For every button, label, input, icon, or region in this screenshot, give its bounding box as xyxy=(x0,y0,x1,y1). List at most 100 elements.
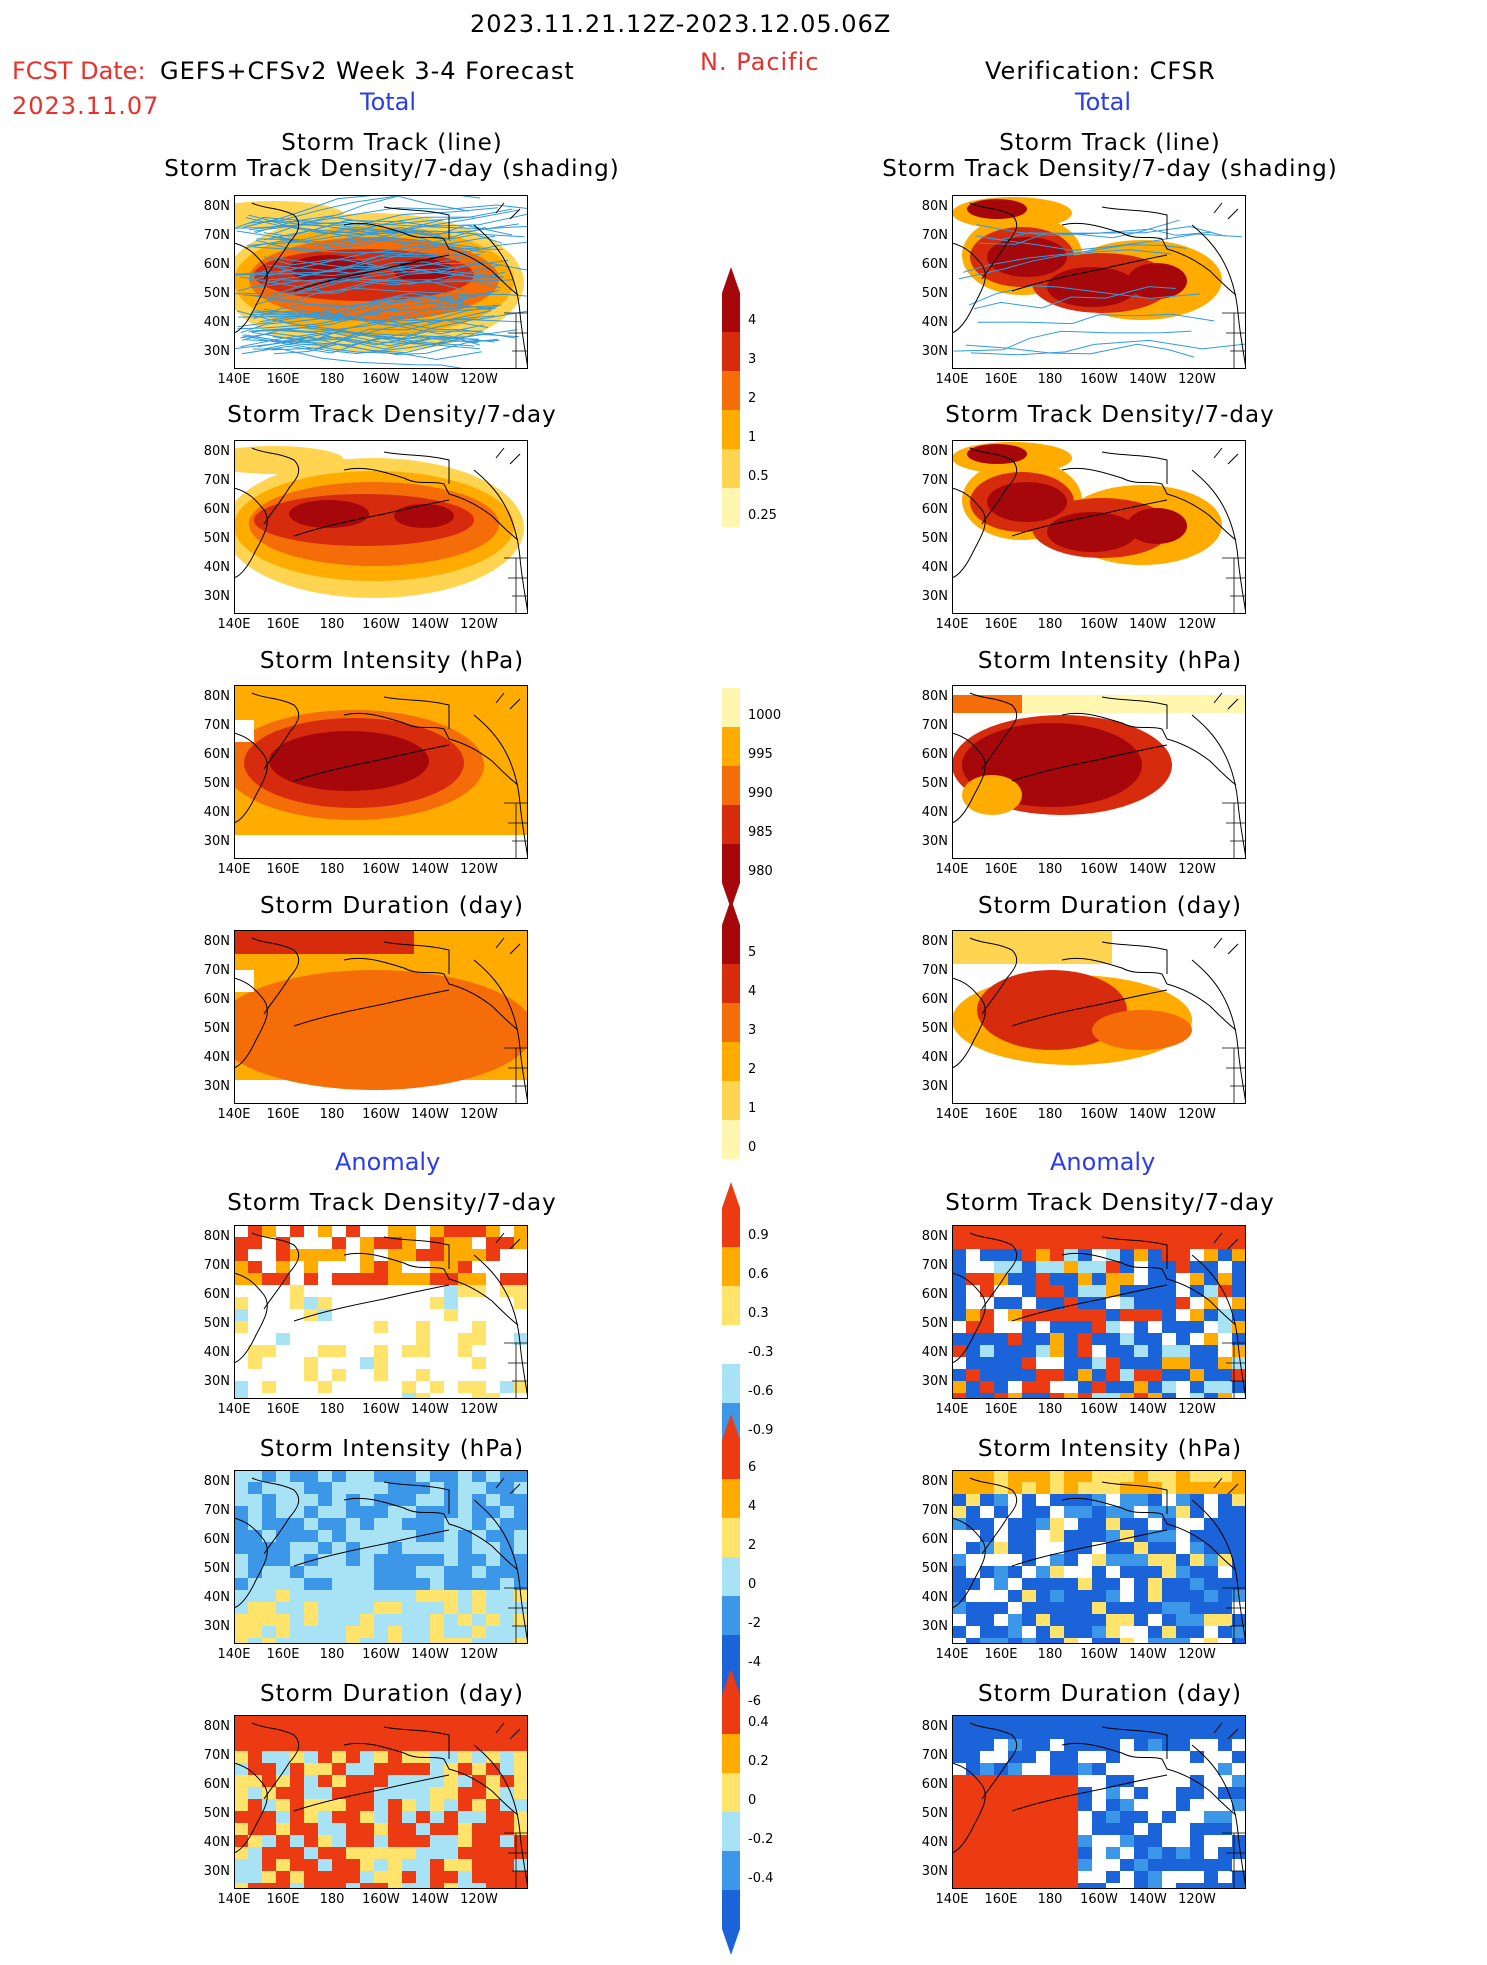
lat-tick-label: 70N xyxy=(203,228,230,243)
lat-tick-label: 60N xyxy=(203,1287,230,1302)
lat-tick-label: 50N xyxy=(921,1316,948,1331)
lon-tick-label: 140E xyxy=(935,862,969,877)
lon-tick-label: 120W xyxy=(1178,1107,1216,1122)
intensity-colorbar-label: 985 xyxy=(748,825,773,840)
lat-tick-label: 80N xyxy=(921,199,948,214)
lat-tick-label: 40N xyxy=(203,1345,230,1360)
lat-tick-label: 30N xyxy=(203,1374,230,1389)
lat-tick-label: 70N xyxy=(921,718,948,733)
lon-tick-label: 140E xyxy=(217,617,251,632)
lat-tick-label: 60N xyxy=(921,257,948,272)
lon-tick-label: 160W xyxy=(1080,1892,1118,1907)
lat-tick-label: 60N xyxy=(203,1777,230,1792)
lat-tick-label: 60N xyxy=(203,992,230,1007)
duration-colorbar-label: 5 xyxy=(748,945,757,960)
lon-tick-label: 120W xyxy=(460,1647,498,1662)
lon-tick-label: 140E xyxy=(217,1402,251,1417)
lat-tick-label: 60N xyxy=(203,502,230,517)
lon-tick-label: 160W xyxy=(362,1892,400,1907)
duration_anom-colorbar-label: 0.4 xyxy=(748,1715,769,1730)
fcst-date-label: FCST Date: xyxy=(12,57,146,85)
lat-tick-label: 80N xyxy=(203,444,230,459)
lon-tick-label: 120W xyxy=(1178,1647,1216,1662)
lat-tick-label: 40N xyxy=(921,1835,948,1850)
ver-anom-density-title: Storm Track Density/7-day xyxy=(945,1190,1275,1216)
lon-tick-label: 120W xyxy=(1178,372,1216,387)
density_anom-colorbar-label: -0.3 xyxy=(748,1345,774,1360)
density-colorbar-label: 3 xyxy=(748,352,757,367)
intensity_anom-colorbar-label: 4 xyxy=(748,1499,757,1514)
lon-tick-label: 180 xyxy=(1037,617,1063,632)
lat-tick-label: 70N xyxy=(203,1258,230,1273)
lon-tick-label: 140W xyxy=(1129,1892,1167,1907)
lat-tick-label: 70N xyxy=(921,1503,948,1518)
lon-tick-label: 120W xyxy=(1178,1402,1216,1417)
lon-tick-label: 160E xyxy=(266,862,300,877)
lon-tick-label: 180 xyxy=(319,1402,345,1417)
lat-tick-label: 60N xyxy=(203,1532,230,1547)
verification-title: Verification: CFSR xyxy=(985,57,1216,85)
lat-tick-label: 70N xyxy=(203,473,230,488)
ver-track-shading-title: Storm Track Density/7-day (shading) xyxy=(882,156,1338,182)
intensity_anom-colorbar-label: 6 xyxy=(748,1460,757,1475)
intensity-colorbar-label: 1000 xyxy=(748,708,782,723)
lon-tick-label: 140E xyxy=(935,1892,969,1907)
lat-tick-label: 70N xyxy=(921,963,948,978)
forecast-intensity-map xyxy=(234,685,528,859)
duration-colorbar-label: 1 xyxy=(748,1101,757,1116)
verification-anom-density-map xyxy=(952,1225,1246,1399)
fc-duration-title: Storm Duration (day) xyxy=(260,893,524,919)
lon-tick-label: 140E xyxy=(217,372,251,387)
density-colorbar-label: 4 xyxy=(748,313,757,328)
lat-tick-label: 70N xyxy=(921,1258,948,1273)
lat-tick-label: 30N xyxy=(921,1374,948,1389)
lon-tick-label: 160W xyxy=(362,862,400,877)
intensity_anom-colorbar-label: -2 xyxy=(748,1616,761,1631)
lon-tick-label: 180 xyxy=(1037,1107,1063,1122)
duration_anom-colorbar-label: -0.2 xyxy=(748,1832,774,1847)
lon-tick-label: 180 xyxy=(319,1107,345,1122)
lon-tick-label: 160W xyxy=(362,372,400,387)
lon-tick-label: 160E xyxy=(984,1107,1018,1122)
verification-anom-duration-map xyxy=(952,1715,1246,1889)
section-anomaly-forecast: Anomaly xyxy=(335,1148,441,1176)
lat-tick-label: 50N xyxy=(921,1021,948,1036)
lon-tick-label: 140W xyxy=(411,862,449,877)
lat-tick-label: 50N xyxy=(203,531,230,546)
lat-tick-label: 60N xyxy=(921,992,948,1007)
lat-tick-label: 70N xyxy=(203,718,230,733)
duration_anom-colorbar-label: 0 xyxy=(748,1793,757,1808)
lat-tick-label: 50N xyxy=(203,776,230,791)
ver-track-line-title: Storm Track (line) xyxy=(999,130,1221,156)
fc-intensity-title: Storm Intensity (hPa) xyxy=(259,648,525,674)
lat-tick-label: 80N xyxy=(203,1719,230,1734)
region-title: N. Pacific xyxy=(700,48,820,76)
density_anom-colorbar-label: 0.3 xyxy=(748,1306,769,1321)
lon-tick-label: 120W xyxy=(460,862,498,877)
date-range-title: 2023.11.21.12Z-2023.12.05.06Z xyxy=(470,10,892,38)
lat-tick-label: 70N xyxy=(921,228,948,243)
lon-tick-label: 140E xyxy=(935,372,969,387)
section-total-forecast: Total xyxy=(360,88,417,116)
lon-tick-label: 180 xyxy=(319,862,345,877)
density-colorbar-label: 1 xyxy=(748,430,757,445)
intensity-colorbar-label: 995 xyxy=(748,747,773,762)
lon-tick-label: 120W xyxy=(460,1107,498,1122)
duration-colorbar-label: 0 xyxy=(748,1140,757,1155)
duration_anom-colorbar-label: -0.4 xyxy=(748,1871,774,1886)
intensity-colorbar xyxy=(718,660,748,919)
lat-tick-label: 30N xyxy=(203,1079,230,1094)
lat-tick-label: 40N xyxy=(203,1590,230,1605)
lon-tick-label: 180 xyxy=(1037,862,1063,877)
lon-tick-label: 140E xyxy=(217,1107,251,1122)
fc-density-title: Storm Track Density/7-day xyxy=(227,402,557,428)
lat-tick-label: 80N xyxy=(203,1474,230,1489)
lon-tick-label: 140W xyxy=(1129,372,1167,387)
verification-duration-map xyxy=(952,930,1246,1104)
forecast-anom-density-map xyxy=(234,1225,528,1399)
lon-tick-label: 160W xyxy=(362,1107,400,1122)
lon-tick-label: 140E xyxy=(935,617,969,632)
fc-track-line-title: Storm Track (line) xyxy=(281,130,503,156)
lon-tick-label: 140E xyxy=(217,862,251,877)
lon-tick-label: 180 xyxy=(1037,1892,1063,1907)
